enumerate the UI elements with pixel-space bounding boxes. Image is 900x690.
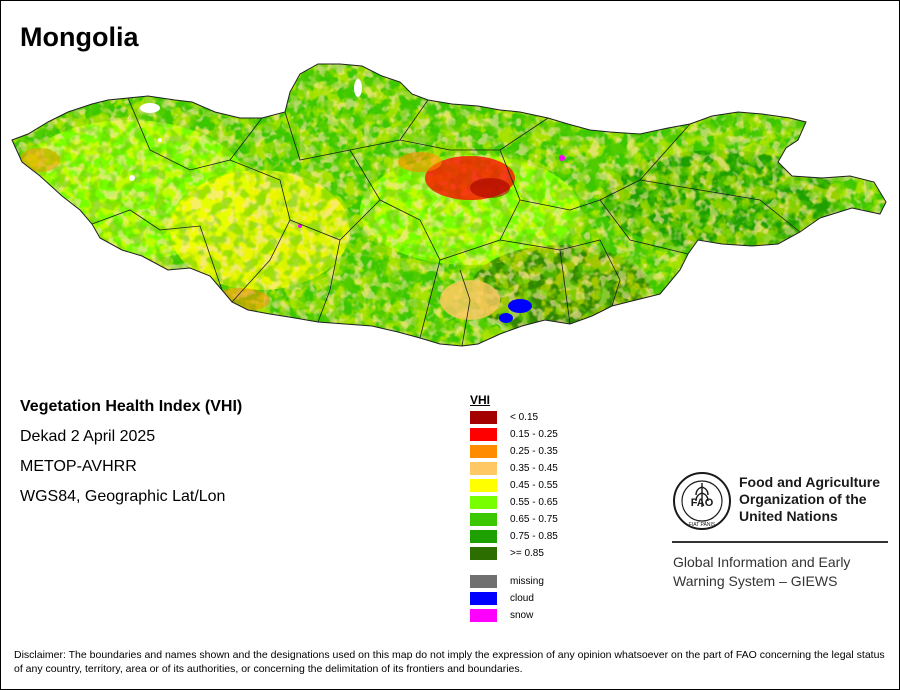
- system-name: Global Information and Early Warning Sys…: [673, 553, 850, 591]
- fao-motto: FIAT PANIS: [689, 522, 716, 528]
- legend-swatch: [470, 411, 497, 424]
- legend-swatch: [470, 513, 497, 526]
- index-name: Vegetation Health Index (VHI): [20, 398, 243, 415]
- legend-swatch: [470, 575, 497, 588]
- legend-swatch: [470, 496, 497, 509]
- legend-swatch: [470, 609, 497, 622]
- legend-label: 0.25 - 0.35: [510, 446, 558, 457]
- system-line-2: Warning System – GIEWS: [673, 573, 838, 589]
- legend-label: 0.55 - 0.65: [510, 497, 558, 508]
- sensor-label: METOP-AVHRR: [20, 458, 137, 475]
- map-title: Mongolia: [20, 22, 139, 52]
- legend-label: 0.45 - 0.55: [510, 480, 558, 491]
- legend-label: 0.15 - 0.25: [510, 429, 558, 440]
- legend-label: < 0.15: [510, 412, 539, 423]
- legend-label: cloud: [510, 593, 534, 604]
- legend-swatch: [470, 530, 497, 543]
- disclaimer: Disclaimer: The boundaries and names sho…: [14, 649, 885, 675]
- legend-label: 0.35 - 0.45: [510, 463, 558, 474]
- divider: [672, 541, 888, 543]
- fao-logo-text: FAO: [691, 497, 714, 509]
- projection-label: WGS84, Geographic Lat/Lon: [20, 488, 226, 505]
- fao-logo: FAO FIAT PANIS: [673, 472, 731, 530]
- legend-label: >= 0.85: [510, 548, 544, 559]
- org-name-line-1: Food and Agriculture: [739, 474, 881, 490]
- legend-swatch: [470, 428, 497, 441]
- legend-swatch: [470, 592, 497, 605]
- legend-label: 0.75 - 0.85: [510, 531, 558, 542]
- legend-title: VHI: [470, 393, 491, 407]
- legend-label: snow: [510, 610, 534, 621]
- legend-label: 0.65 - 0.75: [510, 514, 558, 525]
- system-line-1: Global Information and Early: [673, 554, 851, 570]
- legend-swatch: [470, 445, 497, 458]
- period-label: Dekad 2 April 2025: [20, 428, 156, 445]
- legend-label: missing: [510, 576, 544, 587]
- legend-swatch: [470, 462, 497, 475]
- legend-swatch: [470, 479, 497, 492]
- legend-swatch: [470, 547, 497, 560]
- organization-name: Food and Agriculture Organization of the…: [739, 474, 880, 525]
- org-name-line-2: Organization of the: [739, 491, 867, 507]
- org-name-line-3: United Nations: [739, 508, 838, 524]
